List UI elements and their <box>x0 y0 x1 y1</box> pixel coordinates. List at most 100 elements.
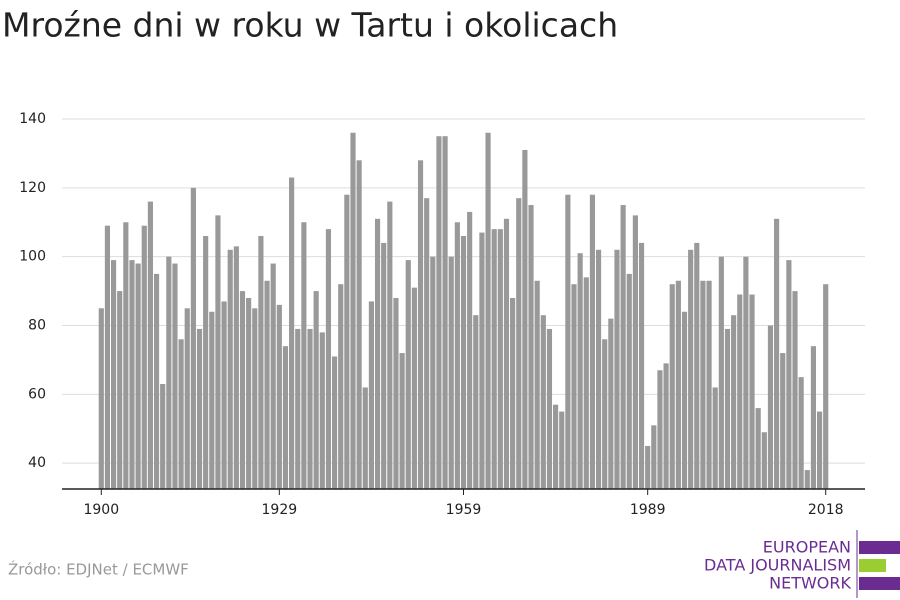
x-tick-label: 1900 <box>83 502 119 518</box>
logo-bar <box>859 559 886 572</box>
bar <box>258 236 264 489</box>
logo-bar <box>859 541 900 554</box>
bar <box>295 328 301 489</box>
bar <box>565 194 571 489</box>
bar <box>184 308 190 489</box>
bar <box>276 304 282 489</box>
bar <box>301 222 307 490</box>
bar <box>528 205 534 489</box>
bar <box>602 339 608 489</box>
bar <box>368 301 374 489</box>
bar <box>282 346 289 489</box>
bar <box>135 263 141 489</box>
bar <box>417 160 424 490</box>
x-tick-label: 2018 <box>808 502 844 518</box>
x-tick-label: 1989 <box>630 502 666 518</box>
bar <box>712 387 718 489</box>
logo-text: DATA JOURNALISM <box>704 556 851 575</box>
bar <box>473 315 479 489</box>
bar <box>393 297 399 489</box>
bar <box>700 280 706 489</box>
bar <box>497 229 503 490</box>
bar <box>675 280 681 489</box>
bar <box>688 249 694 489</box>
bar <box>448 256 454 489</box>
bar <box>166 256 172 489</box>
bar <box>816 411 823 489</box>
bar <box>823 284 829 489</box>
bar <box>178 339 184 489</box>
bar <box>246 297 252 489</box>
bar <box>436 136 442 490</box>
bar <box>638 242 645 489</box>
bar <box>595 249 602 489</box>
bar <box>645 445 651 489</box>
bar <box>141 225 147 489</box>
bar <box>239 291 246 489</box>
bar <box>344 194 350 489</box>
bar <box>411 287 417 489</box>
bar <box>774 218 780 489</box>
bar <box>767 325 774 489</box>
bar <box>147 201 153 489</box>
bar <box>571 284 577 489</box>
bar <box>387 201 393 489</box>
bar <box>104 225 111 489</box>
bar <box>516 198 522 490</box>
bar <box>731 315 737 489</box>
bar <box>153 273 160 489</box>
bar <box>467 211 473 489</box>
bar <box>325 229 332 490</box>
bar <box>804 470 810 489</box>
bar <box>663 363 669 489</box>
bar <box>510 297 516 489</box>
bar <box>123 222 129 490</box>
chart-title: Mroźne dni w roku w Tartu i okolicach <box>2 6 618 45</box>
logo-text: NETWORK <box>769 574 851 593</box>
bar <box>319 332 325 489</box>
bar <box>786 260 792 489</box>
y-tick-label: 120 <box>19 180 46 196</box>
bar <box>338 284 344 489</box>
bar <box>589 194 596 489</box>
logo-text: EUROPEAN <box>763 538 851 557</box>
bar <box>546 328 553 489</box>
bar <box>215 215 221 490</box>
bar <box>264 280 270 489</box>
bar <box>356 160 362 490</box>
bar <box>307 328 313 489</box>
y-tick-label: 60 <box>28 386 46 402</box>
bar <box>761 432 767 489</box>
bar <box>798 377 804 489</box>
bar <box>350 132 356 489</box>
bar <box>534 280 540 489</box>
logo-bar <box>859 577 900 590</box>
bar <box>405 260 411 489</box>
bar <box>424 198 430 490</box>
bar <box>233 246 239 489</box>
bar <box>583 277 589 489</box>
x-tick-label: 1959 <box>446 502 482 518</box>
bar <box>221 301 227 489</box>
bar <box>331 356 338 489</box>
y-tick-label: 40 <box>28 455 46 471</box>
bar <box>503 218 510 489</box>
bar <box>657 370 663 489</box>
bar <box>718 256 724 489</box>
bar <box>724 328 731 489</box>
bar <box>399 353 405 489</box>
bar <box>669 284 675 489</box>
bar <box>129 260 135 489</box>
bar <box>381 242 387 489</box>
bar <box>755 408 761 489</box>
bar <box>160 384 166 489</box>
bar <box>209 311 215 489</box>
bar <box>553 404 559 489</box>
bar <box>270 263 276 489</box>
bar <box>706 280 712 489</box>
bar <box>117 291 123 489</box>
bar <box>203 236 209 489</box>
bar <box>479 232 485 489</box>
bar <box>522 149 528 489</box>
